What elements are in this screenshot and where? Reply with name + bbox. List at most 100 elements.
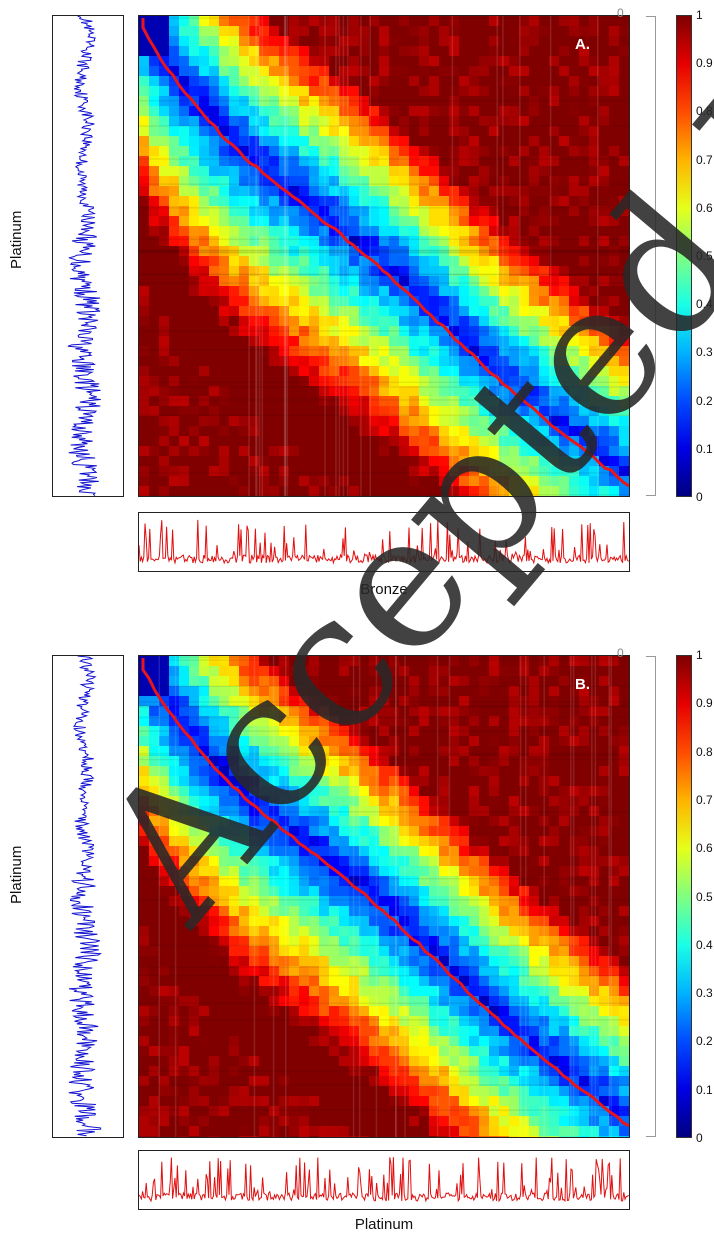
heatmap-cell bbox=[389, 376, 399, 386]
heatmap-cell bbox=[549, 86, 559, 96]
heatmap-cell bbox=[439, 906, 449, 916]
heatmap-cell bbox=[319, 876, 329, 886]
heatmap-cell bbox=[569, 1076, 579, 1086]
heatmap-cell bbox=[179, 836, 189, 846]
heatmap-cell bbox=[589, 926, 599, 936]
heatmap-cell bbox=[359, 726, 369, 736]
signal-trace-line bbox=[138, 1157, 629, 1203]
heatmap-cell bbox=[589, 996, 599, 1006]
heatmap-cell bbox=[369, 1026, 379, 1036]
panel-a-colorbar-tick: 0.8 bbox=[696, 104, 713, 119]
heatmap-cell bbox=[139, 776, 149, 786]
heatmap-cell bbox=[509, 896, 519, 906]
heatmap-cell bbox=[329, 1036, 339, 1046]
heatmap-cell bbox=[379, 726, 389, 736]
heatmap-cell bbox=[209, 1026, 219, 1036]
heatmap-cell bbox=[409, 1046, 419, 1056]
heatmap-cell bbox=[369, 1116, 379, 1126]
heatmap-cell bbox=[429, 836, 439, 846]
heatmap-cell bbox=[189, 186, 199, 196]
heatmap-cell bbox=[189, 916, 199, 926]
heatmap-cell bbox=[309, 926, 319, 936]
heatmap-cell bbox=[399, 76, 409, 86]
heatmap-cell bbox=[249, 216, 259, 226]
heatmap-cell bbox=[159, 116, 169, 126]
heatmap-cell bbox=[159, 336, 169, 346]
heatmap-cell bbox=[569, 276, 579, 286]
heatmap-cell bbox=[369, 66, 379, 76]
heatmap-cell bbox=[479, 16, 489, 26]
heatmap-cell bbox=[359, 716, 369, 726]
heatmap-cell bbox=[489, 776, 499, 786]
heatmap-cell bbox=[399, 316, 409, 326]
heatmap-cell bbox=[449, 976, 459, 986]
heatmap-cell bbox=[429, 1136, 439, 1137]
heatmap-cell bbox=[339, 796, 349, 806]
heatmap-cell bbox=[489, 196, 499, 206]
heatmap-cell bbox=[379, 886, 389, 896]
heatmap-cell bbox=[489, 856, 499, 866]
heatmap-cell bbox=[549, 1036, 559, 1046]
heatmap-cell bbox=[489, 86, 499, 96]
heatmap-cell bbox=[329, 296, 339, 306]
heatmap-cell bbox=[319, 1036, 329, 1046]
heatmap-cell bbox=[179, 276, 189, 286]
heatmap-cell bbox=[159, 706, 169, 716]
heatmap-cell bbox=[169, 776, 179, 786]
heatmap-cell bbox=[499, 226, 509, 236]
heatmap-cell bbox=[619, 346, 629, 356]
heatmap-cell bbox=[239, 156, 249, 166]
heatmap-cell bbox=[249, 796, 259, 806]
heatmap-cell bbox=[199, 876, 209, 886]
heatmap-cell bbox=[209, 356, 219, 366]
heatmap-cell bbox=[449, 876, 459, 886]
heatmap-cell bbox=[319, 936, 329, 946]
heatmap-cell bbox=[229, 66, 239, 76]
heatmap-cell bbox=[439, 1126, 449, 1136]
heatmap-cell bbox=[159, 736, 169, 746]
heatmap-cell bbox=[559, 226, 569, 236]
heatmap-cell bbox=[259, 1106, 269, 1116]
heatmap-cell bbox=[569, 236, 579, 246]
heatmap-cell bbox=[509, 446, 519, 456]
heatmap-cell bbox=[269, 1026, 279, 1036]
heatmap-cell bbox=[449, 756, 459, 766]
heatmap-cell bbox=[409, 326, 419, 336]
heatmap-cell bbox=[429, 666, 439, 676]
heatmap-cell bbox=[569, 356, 579, 366]
heatmap-cell bbox=[459, 1106, 469, 1116]
heatmap-cell bbox=[589, 356, 599, 366]
heatmap-cell bbox=[529, 266, 539, 276]
heatmap-cell bbox=[199, 1116, 209, 1126]
heatmap-cell bbox=[199, 826, 209, 836]
heatmap-cell bbox=[339, 206, 349, 216]
heatmap-cell bbox=[269, 956, 279, 966]
heatmap-cell bbox=[169, 676, 179, 686]
heatmap-cell bbox=[409, 1026, 419, 1036]
heatmap-cell bbox=[359, 1016, 369, 1026]
heatmap-cell bbox=[409, 676, 419, 686]
heatmap-cell bbox=[329, 1096, 339, 1106]
heatmap-cell bbox=[609, 886, 619, 896]
heatmap-cell bbox=[349, 476, 359, 486]
heatmap-cell bbox=[439, 966, 449, 976]
heatmap-cell bbox=[329, 796, 339, 806]
heatmap-cell bbox=[469, 66, 479, 76]
heatmap-cell bbox=[449, 16, 459, 26]
heatmap-cell bbox=[599, 236, 609, 246]
heatmap-cell bbox=[199, 1076, 209, 1086]
heatmap-cell bbox=[139, 936, 149, 946]
heatmap-cell bbox=[219, 896, 229, 906]
heatmap-cell bbox=[179, 406, 189, 416]
heatmap-cell bbox=[379, 486, 389, 496]
heatmap-cell bbox=[399, 786, 409, 796]
heatmap-cell bbox=[559, 206, 569, 216]
heatmap-cell bbox=[389, 346, 399, 356]
heatmap-cell bbox=[429, 186, 439, 196]
heatmap-cell bbox=[149, 86, 159, 96]
heatmap-cell bbox=[499, 166, 509, 176]
heatmap-cell bbox=[319, 926, 329, 936]
heatmap-cell bbox=[489, 476, 499, 486]
heatmap-cell bbox=[239, 846, 249, 856]
heatmap-cell bbox=[489, 276, 499, 286]
